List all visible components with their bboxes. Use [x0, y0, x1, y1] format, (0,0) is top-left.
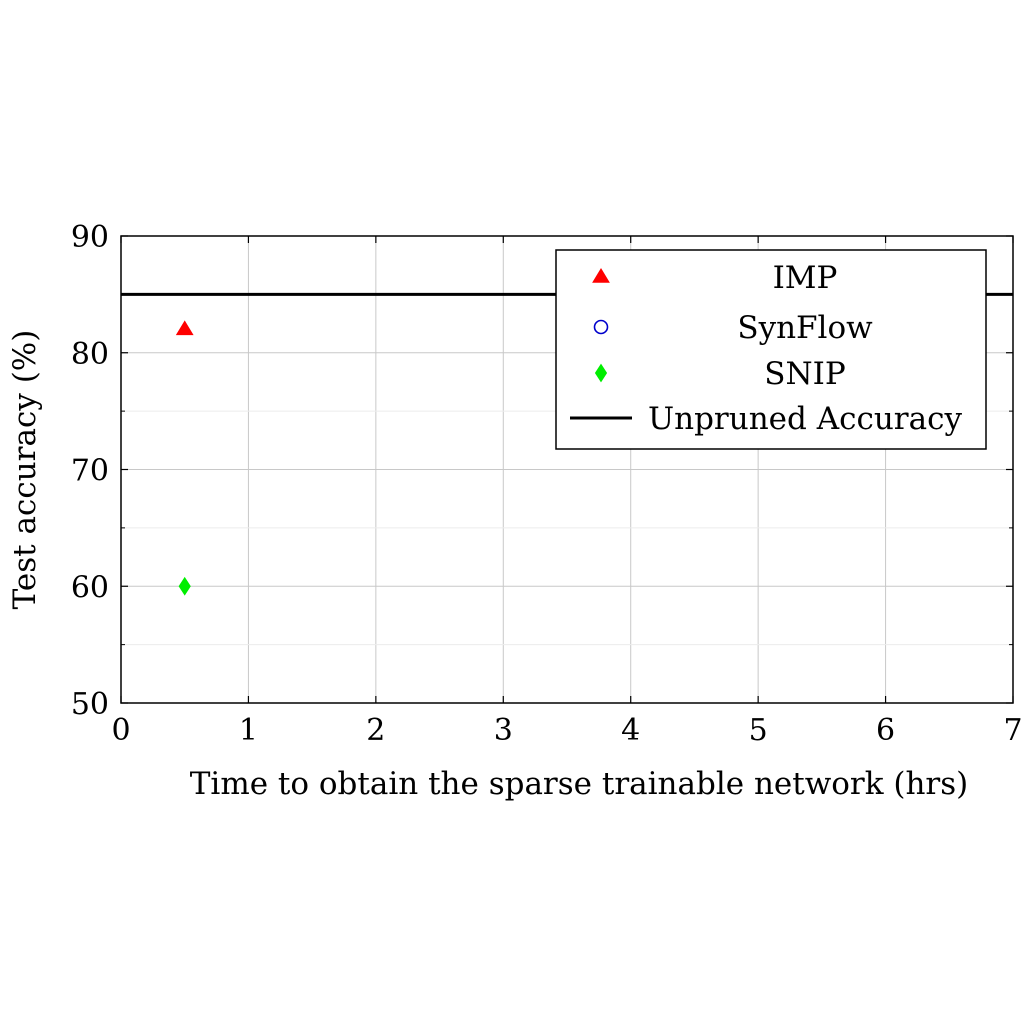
legend-label: SynFlow	[737, 310, 873, 346]
legend-box	[555, 249, 987, 450]
legend-label: SNIP	[764, 356, 845, 392]
snip-point	[178, 576, 191, 596]
legend-label: IMP	[773, 260, 838, 296]
legend-item-synflow: SynFlow	[593, 310, 873, 346]
x-tick-label: 1	[239, 713, 258, 748]
y-axis-title: Test accuracy (%)	[7, 330, 43, 610]
y-tick-label: 90	[71, 220, 109, 255]
y-tick-label: 50	[71, 687, 109, 722]
x-tick-label: 0	[111, 713, 130, 748]
x-tick-label: 6	[876, 713, 895, 748]
x-tick-label: 7	[1003, 713, 1022, 748]
legend: IMP SynFlow SNIP Unpruned Accuracy	[555, 249, 987, 450]
x-tick-label: 5	[749, 713, 768, 748]
y-tick-label: 80	[71, 337, 109, 372]
x-tick-label: 3	[494, 713, 513, 748]
legend-marker-imp	[592, 268, 610, 283]
legend-item-imp: IMP	[592, 260, 838, 296]
legend-marker-snip	[594, 363, 608, 383]
legend-marker-synflow	[593, 319, 609, 335]
x-tick-label: 4	[621, 713, 640, 748]
y-tick-label: 60	[71, 570, 109, 605]
imp-point	[175, 320, 194, 336]
axis-ticks: 0 1 2 3 4 5 6 7 50 60 70 80 90	[71, 220, 1023, 748]
legend-label: Unpruned Accuracy	[648, 401, 962, 437]
x-axis-title: Time to obtain the sparse trainable netw…	[190, 766, 969, 802]
y-tick-label: 70	[71, 454, 109, 489]
legend-item-unpruned-accuracy: Unpruned Accuracy	[570, 401, 962, 437]
legend-item-snip: SNIP	[594, 356, 846, 392]
x-tick-label: 2	[366, 713, 385, 748]
